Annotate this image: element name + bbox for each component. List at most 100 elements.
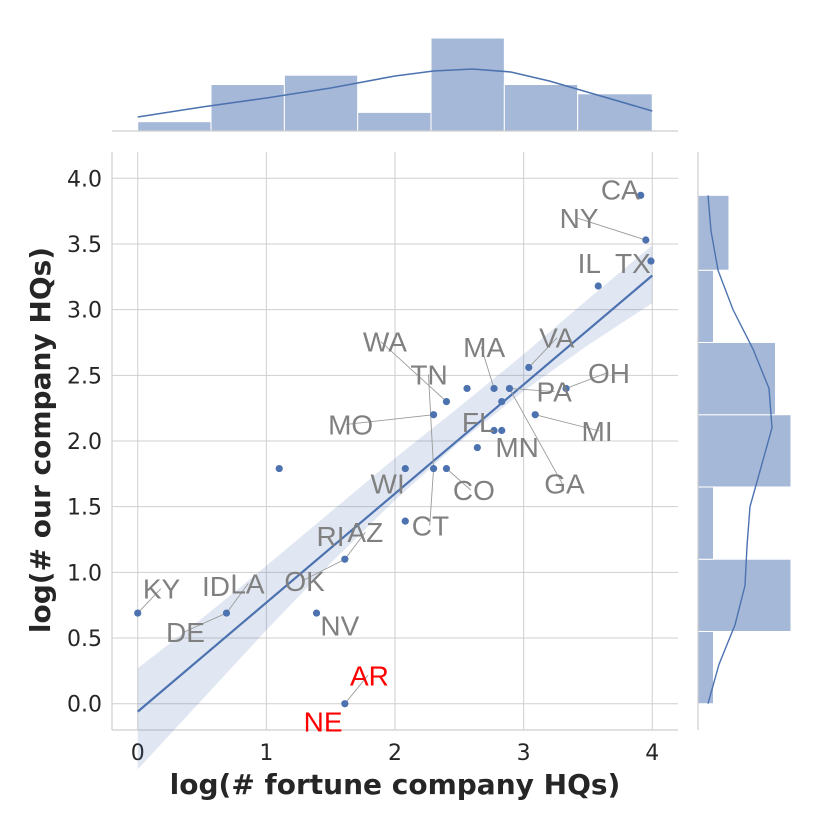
y-tick-label: 1.5	[67, 496, 102, 521]
y-tick-label: 0.0	[67, 693, 102, 718]
y-tick-label: 1.0	[67, 561, 102, 586]
x-tick-label: 2	[388, 741, 402, 766]
scatter-point	[134, 609, 142, 617]
y-kde-curve	[707, 195, 773, 704]
scatter-point	[490, 384, 498, 393]
state-label: WA	[363, 327, 407, 358]
state-label: CT	[412, 511, 449, 542]
scatter-point	[473, 443, 481, 452]
annotation-leader-line	[480, 346, 495, 389]
state-label: CA	[601, 174, 640, 205]
state-label: OK	[284, 566, 325, 597]
state-label: MN	[495, 432, 539, 463]
state-label: CO	[453, 475, 495, 506]
y-tick-label: 3.5	[67, 233, 102, 258]
scatter-point	[531, 411, 539, 419]
annotation-leader-line	[565, 372, 607, 389]
annotation-leader-line	[183, 612, 227, 633]
x-histogram-bar	[503, 84, 579, 132]
annotation-leader-line	[380, 341, 447, 402]
annotation-leader-line	[429, 468, 435, 526]
state-label: WI	[371, 469, 405, 500]
y-tick-label: 2.0	[67, 430, 102, 455]
state-label: OH	[588, 358, 630, 389]
y-histogram-bar	[697, 558, 792, 632]
annotation-leader-line	[427, 374, 435, 469]
x-histogram-bar	[430, 37, 505, 132]
scatter-point	[562, 384, 570, 393]
x-histogram-bar	[210, 84, 285, 132]
scatter-point	[498, 397, 506, 406]
scatter-point	[401, 517, 409, 525]
annotation-leader-line	[344, 531, 366, 560]
main-plot-area: 0 1 2 3 4 0.0 0.5 1.0 1.5 2.0 2.5 3.0 3.5 4.0 KY ID LA DE…	[67, 152, 678, 770]
y-tick-label: 4.0	[67, 167, 102, 192]
scatter-point	[341, 700, 349, 708]
state-label: NY	[560, 203, 599, 234]
state-label: AR	[350, 660, 389, 691]
y-histogram-bar	[697, 341, 776, 416]
annotation-leader-line	[509, 388, 555, 393]
scatter-point	[505, 384, 514, 393]
scatter-point	[401, 464, 409, 473]
x-kde-curve	[137, 68, 653, 118]
y-histogram-bar	[697, 414, 792, 488]
state-label: FL	[462, 407, 495, 438]
y-tick-label: 3.0	[67, 299, 102, 324]
scatter-point	[498, 426, 506, 435]
state-label: MI	[582, 416, 613, 447]
state-label: PA	[537, 377, 573, 408]
state-label: AZ	[347, 517, 383, 548]
state-label: NE	[304, 706, 343, 737]
annotation-leader-line	[302, 558, 346, 582]
x-histogram-bar	[357, 111, 432, 132]
regression-line	[137, 274, 653, 713]
x-tick-label: 3	[517, 741, 531, 766]
scatter-point	[594, 282, 602, 290]
annotation-leader-line	[528, 337, 558, 368]
state-label: IL	[578, 248, 601, 279]
annotation-leader-line	[577, 217, 646, 241]
state-label: TX	[615, 248, 651, 279]
annotation-leader-line	[535, 414, 600, 432]
scatter-point	[525, 363, 533, 372]
scatter-point	[463, 384, 471, 393]
y-histogram-bar	[697, 486, 714, 560]
x-tick-label: 0	[131, 741, 145, 766]
y-tick-label: 2.5	[67, 364, 102, 389]
scatter-point	[442, 397, 451, 406]
scatter-point	[637, 191, 645, 199]
state-label: RI	[317, 521, 345, 552]
scatter-point	[312, 609, 321, 617]
scatter-point	[642, 236, 650, 244]
state-label: KY	[143, 574, 181, 605]
state-label: VA	[539, 323, 575, 354]
annotation-leader-line	[346, 414, 434, 425]
annotation-leader-line	[446, 468, 472, 491]
x-tick-label: 1	[259, 741, 273, 766]
annotation-leader-line	[509, 388, 563, 484]
scatter-point	[429, 464, 438, 473]
y-histogram-bar	[697, 194, 730, 271]
annotation-leader-line	[344, 675, 369, 705]
scatter-point	[341, 555, 349, 563]
scatter-point	[222, 609, 231, 617]
state-label: LA	[230, 568, 265, 599]
state-label: MA	[463, 332, 505, 363]
x-histogram-bar	[137, 121, 212, 132]
state-label: DE	[166, 617, 205, 648]
scatter-point	[442, 464, 451, 473]
y-axis-title: log(# our company HQs)	[24, 247, 57, 633]
state-label: NV	[320, 610, 359, 641]
state-label: ID	[202, 571, 230, 602]
x-histogram-bar	[283, 74, 359, 132]
y-tick-label: 0.5	[67, 627, 102, 652]
marginal-x-histogram	[112, 37, 678, 132]
x-axis-title: log(# fortune company HQs)	[170, 768, 621, 801]
annotation-leader-line	[137, 588, 162, 614]
state-label: GA	[544, 469, 585, 500]
y-histogram-bar	[697, 269, 714, 343]
annotation-leader-line	[226, 583, 249, 614]
regression-confidence-band	[137, 245, 653, 770]
